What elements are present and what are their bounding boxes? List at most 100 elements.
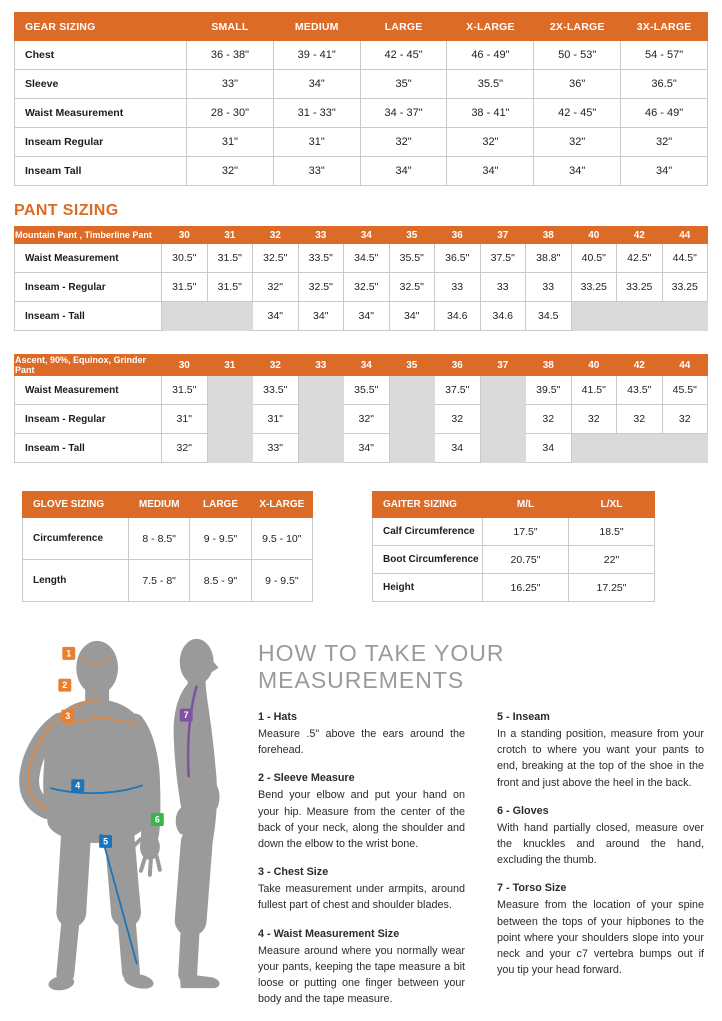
table-row: Inseam - Tall 34" 34" 34" 34" 34.6 34.6 34.5 (14, 301, 708, 331)
row-label: Waist Measurement (14, 243, 162, 273)
table-title: Mountain Pant , Timberline Pant (14, 226, 162, 244)
badge-1-hats: 1 (62, 646, 76, 660)
column-header: X-LARGE (250, 491, 314, 518)
table-row: Boot Circumference 20.75" 22" (372, 545, 655, 574)
column-header: 32 (252, 226, 299, 244)
instruction-heading: 6 - Gloves (497, 804, 549, 817)
measurement-badges: 1 2 3 4 5 (58, 646, 193, 848)
instruction-body: Measure .5" above the ears around the fo… (258, 728, 465, 757)
row-label: Inseam - Regular (14, 404, 162, 434)
size-value-cell: 39.5" (525, 375, 572, 405)
column-header: MEDIUM (127, 491, 191, 518)
row-label: Sleeve (14, 69, 187, 99)
size-value-cell: 35" (359, 69, 448, 99)
size-value-cell: 34" (620, 156, 708, 186)
instruction-body: Measure around where you normally wear y… (258, 944, 465, 1006)
badge-4-label: 4 (75, 781, 80, 791)
column-header: 31 (206, 354, 253, 376)
size-value-cell: 31" (272, 127, 361, 157)
column-header: 35 (388, 226, 435, 244)
ascent-equinox-grinder-pant-table: Ascent, 90%, Equinox, Grinder Pant 30 31 32… (14, 354, 708, 463)
inseam-measure-line (100, 833, 138, 965)
size-value-cell: 33 (434, 272, 481, 302)
size-value-cell: 9 - 9.5" (189, 517, 252, 560)
size-value-cell: 34" (272, 69, 361, 99)
column-header: 2X-LARGE (533, 12, 622, 41)
size-value-cell: 42 - 45" (533, 98, 622, 128)
size-value-cell: 34" (388, 301, 435, 331)
size-value-cell: 31" (186, 127, 274, 157)
empty-gray-cell (661, 433, 708, 463)
size-value-cell: 31.5" (206, 272, 253, 302)
table-row: Chest 36 - 38" 39 - 41" 42 - 45" 46 - 49" 50 … (14, 40, 708, 70)
size-value-cell: 34.6 (434, 301, 481, 331)
badge-2-sleeve: 2 (58, 678, 72, 692)
badge-3-label: 3 (65, 711, 70, 721)
row-label: Boot Circumference (372, 545, 483, 574)
badge-7-label: 7 (184, 710, 189, 720)
size-value-cell: 34" (343, 301, 390, 331)
empty-gray-cell (388, 375, 435, 405)
torso-measure-line (186, 685, 198, 778)
size-value-cell: 43.5" (616, 375, 663, 405)
size-value-cell: 8.5 - 9" (189, 559, 252, 602)
size-value-cell: 34" (533, 156, 622, 186)
size-value-cell: 44.5" (661, 243, 708, 273)
size-value-cell: 45.5" (661, 375, 708, 405)
size-value-cell: 34.5" (343, 243, 390, 273)
size-value-cell: 32" (533, 127, 622, 157)
front-body-silhouette (19, 640, 162, 991)
size-value-cell: 32" (359, 127, 448, 157)
size-value-cell: 17.5" (482, 517, 569, 546)
sleeve-measure-line (27, 697, 101, 811)
chest-measure-line (61, 717, 138, 728)
size-value-cell: 32" (620, 127, 708, 157)
table-title: GEAR SIZING (14, 12, 187, 41)
badge-6-label: 6 (155, 814, 160, 824)
empty-gray-cell (616, 301, 663, 331)
instruction-body: With hand partially closed, measure over… (497, 821, 704, 867)
size-value-cell: 32" (343, 404, 390, 434)
side-body-silhouette (173, 638, 220, 989)
howto-columns: 1 - Hats Measure .5" above the ears aroun… (258, 711, 708, 1021)
size-value-cell: 42 - 45" (359, 40, 448, 70)
column-header: L/XL (568, 491, 655, 518)
size-value-cell: 20.75" (482, 545, 569, 574)
size-value-cell: 32 (525, 404, 572, 434)
column-header: 3X-LARGE (620, 12, 708, 41)
measurement-instruction: 2 - Sleeve Measure Bend your elbow and pu… (258, 772, 465, 852)
size-value-cell: 31.5" (161, 375, 208, 405)
measurement-instruction: 1 - Hats Measure .5" above the ears aroun… (258, 711, 465, 758)
row-label: Chest (14, 40, 187, 70)
instruction-heading: 7 - Torso Size (497, 882, 567, 895)
gaiter-sizing-table: GAITER SIZING M/L L/XL Calf Circumference 17… (372, 491, 655, 602)
measurement-instruction: 3 - Chest Size Take measurement under arm… (258, 866, 465, 913)
size-value-cell: 31.5" (206, 243, 253, 273)
size-value-cell: 22" (568, 545, 655, 574)
size-value-cell: 32.5" (252, 243, 299, 273)
size-value-cell: 32 (570, 404, 617, 434)
column-header: SMALL (186, 12, 274, 41)
instruction-body: Bend your elbow and put your hand on you… (258, 789, 465, 850)
size-value-cell: 32" (161, 433, 208, 463)
badge-7-torso: 7 (179, 708, 193, 722)
size-value-cell: 31" (161, 404, 208, 434)
table-row: Waist Measurement 31.5" 33.5" 35.5" 37.5" 39.… (14, 375, 708, 405)
empty-gray-cell (388, 433, 435, 463)
size-value-cell: 17.25" (568, 573, 655, 602)
empty-gray-cell (206, 301, 253, 331)
column-header: 33 (297, 226, 344, 244)
size-value-cell: 16.25" (482, 573, 569, 602)
size-value-cell: 31.5" (161, 272, 208, 302)
pant-sizing-title: PANT SIZING (14, 202, 119, 219)
table-title: Ascent, 90%, Equinox, Grinder Pant (14, 354, 162, 376)
table-row: Sleeve 33" 34" 35" 35.5" 36" 36.5" (14, 69, 708, 99)
gear-sizing-table: GEAR SIZING SMALL MEDIUM LARGE X-LARGE 2X-LAR… (14, 12, 708, 186)
instruction-heading: 1 - Hats (258, 711, 298, 723)
badge-5-inseam: 5 (99, 834, 113, 848)
size-value-cell: 32.5" (297, 272, 344, 302)
row-label: Calf Circumference (372, 517, 483, 546)
size-value-cell: 32.5" (388, 272, 435, 302)
table-row: Inseam - Regular 31" 31" 32" 32 32 32 32 32 (14, 404, 708, 434)
table-row: Inseam Tall 32" 33" 34" 34" 34" 34" (14, 156, 708, 186)
